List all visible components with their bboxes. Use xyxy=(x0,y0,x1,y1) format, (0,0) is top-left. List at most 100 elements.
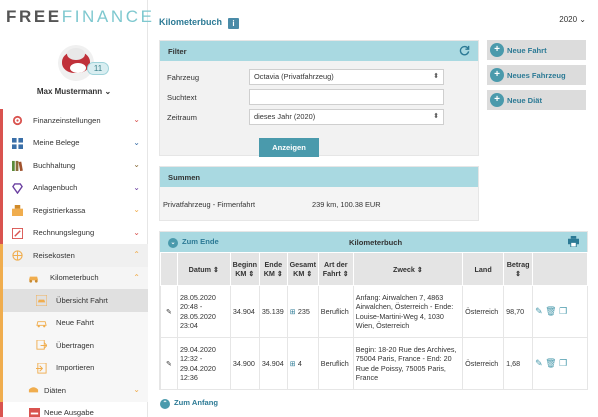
nav-uebertragen[interactable]: Übertragen xyxy=(0,334,148,357)
select-arrows-icon: ⬍ xyxy=(433,73,439,80)
car-list-icon xyxy=(36,295,47,306)
arrow-up-icon: ⌃ xyxy=(160,399,170,409)
zeitraum-select[interactable]: dieses Jahr (2020) ⬍ xyxy=(249,109,444,125)
import-icon xyxy=(36,362,47,374)
edit-icon[interactable]: ✎ xyxy=(160,285,178,338)
chevron-up-icon: ⌃ xyxy=(133,272,140,282)
col-land: Land xyxy=(462,252,505,286)
neues-fahrzeug-button[interactable]: + Neues Fahrzeug xyxy=(487,65,586,85)
kilometerbuch-header: ⌄ Zum Ende Kilometerbuch xyxy=(160,232,587,252)
nav-neue-ausgabe[interactable]: Neue Ausgabe xyxy=(0,401,148,417)
logo[interactable]: FREEFINANCE xyxy=(6,7,155,26)
pencil-icon xyxy=(12,227,23,239)
chevron-down-icon: ⌄ xyxy=(579,15,586,24)
nav-finanzeinstellungen[interactable]: Finanzeinstellungen ⌄ xyxy=(0,109,148,132)
nav-uebersicht-fahrt[interactable]: Übersicht Fahrt xyxy=(0,289,148,312)
main-content: Kilometerbuch i 2020 ⌄ Filter Fahrzeug Oc… xyxy=(148,0,598,417)
nav-meine-belege[interactable]: Meine Belege ⌄ xyxy=(0,131,148,154)
neue-diaet-button[interactable]: + Neue Diät xyxy=(487,90,586,110)
cell-zweck: Anfang: Airwalchen 7, 4863 Airwalchen, Ö… xyxy=(352,285,464,338)
kilometerbuch-table: Datum ⇕ Beginn KM ⇕ Ende KM ⇕ Gesamt KM … xyxy=(160,252,588,390)
select-arrows-icon: ⬍ xyxy=(433,113,439,120)
col-betrag[interactable]: Betrag ⇕ xyxy=(503,252,534,286)
nav-registrierkassa[interactable]: Registrierkassa ⌄ xyxy=(0,199,148,222)
cell-beginn: 34.900 xyxy=(229,337,260,390)
gear-icon xyxy=(12,115,23,126)
table-header-row: Datum ⇕ Beginn KM ⇕ Ende KM ⇕ Gesamt KM … xyxy=(160,252,588,286)
summen-label: Privatfahrzeug - Firmenfahrt xyxy=(163,200,256,209)
table-row: ✎ 28.05.2020 20:48 - 28.05.2020 23:04 34… xyxy=(160,285,588,338)
sidebar-nav: Finanzeinstellungen ⌄ Meine Belege ⌄ Buchh… xyxy=(0,109,148,417)
register-icon xyxy=(12,205,23,216)
suchtext-label: Suchtext xyxy=(167,93,197,102)
suchtext-input[interactable] xyxy=(249,89,444,105)
copy-icon[interactable]: ❐ xyxy=(559,357,568,368)
nav-reisekosten[interactable]: Reisekosten ⌃ xyxy=(0,244,148,267)
map-icon[interactable]: ⊞ xyxy=(289,358,296,368)
nav-neue-fahrt[interactable]: Neue Fahrt xyxy=(0,311,148,334)
zum-ende-link[interactable]: ⌄ Zum Ende xyxy=(168,237,219,248)
summen-value: 239 km, 100.38 EUR xyxy=(312,200,381,209)
col-datum[interactable]: Datum ⇕ xyxy=(176,252,231,286)
row-actions: ✎ 🗑 ❐ xyxy=(532,337,588,390)
cell-ende: 34.904 xyxy=(258,337,288,390)
col-zweck[interactable]: Zweck ⇕ xyxy=(352,252,464,286)
plus-icon: + xyxy=(490,43,504,57)
cell-art: Beruflich xyxy=(317,285,354,338)
chat-bubble-icon[interactable]: 11 xyxy=(87,62,109,75)
info-icon[interactable]: i xyxy=(228,18,240,29)
trash-icon[interactable]: 🗑 xyxy=(545,357,557,368)
cell-beginn: 34.904 xyxy=(229,285,260,338)
filter-header: Filter xyxy=(160,41,478,61)
col-art[interactable]: Art der Fahrt ⇕ xyxy=(317,252,354,286)
copy-icon[interactable]: ❐ xyxy=(559,305,568,316)
refresh-icon[interactable] xyxy=(459,45,470,56)
chevron-down-icon: ⌄ xyxy=(104,87,112,96)
cell-gesamt[interactable]: ⊞ 4 xyxy=(286,337,319,390)
table-row: ✎ 29.04.2020 12:32 - 29.04.2020 12:36 34… xyxy=(160,337,588,390)
cell-land: Österreich xyxy=(462,337,505,390)
cell-gesamt[interactable]: ⊞ 235 xyxy=(286,285,319,338)
summen-panel: Summen Privatfahrzeug - Firmenfahrt 239 … xyxy=(159,166,479,221)
nav-kilometerbuch[interactable]: Kilometerbuch ⌃ xyxy=(0,266,148,289)
col-gesamt[interactable]: Gesamt KM ⇕ xyxy=(286,252,319,286)
nav-importieren[interactable]: Importieren xyxy=(0,356,148,379)
car-plus-icon xyxy=(36,320,47,327)
cell-datum: 28.05.2020 20:48 - 28.05.2020 23:04 xyxy=(176,285,231,338)
print-icon[interactable] xyxy=(568,236,579,247)
cell-datum: 29.04.2020 12:32 - 29.04.2020 12:36 xyxy=(176,337,231,390)
nav-diaeten[interactable]: Diäten ⌄ xyxy=(0,379,148,402)
cell-land: Österreich xyxy=(462,285,505,338)
zum-anfang-link[interactable]: ⌃ Zum Anfang xyxy=(160,398,218,409)
kilometerbuch-title: Kilometerbuch xyxy=(349,237,403,247)
col-ende[interactable]: Ende KM ⇕ xyxy=(258,252,288,286)
edit-icon[interactable]: ✎ xyxy=(160,337,178,390)
car-icon xyxy=(28,276,39,283)
plus-icon: + xyxy=(490,93,504,107)
year-selector[interactable]: 2020 ⌄ xyxy=(559,15,586,24)
chevron-down-icon: ⌄ xyxy=(133,137,140,147)
summen-header: Summen xyxy=(160,167,478,187)
chevron-down-icon: ⌄ xyxy=(133,182,140,192)
map-icon[interactable]: ⊞ xyxy=(289,306,296,316)
grid-icon xyxy=(12,137,23,149)
chevron-down-icon: ⌄ xyxy=(133,227,140,237)
transfer-icon xyxy=(36,340,47,350)
nav-rechnungslegung[interactable]: Rechnungslegung ⌄ xyxy=(0,221,148,244)
col-beginn[interactable]: Beginn KM ⇕ xyxy=(229,252,260,286)
fahrzeug-select[interactable]: Octavia (Privatfahrzeug) ⬍ xyxy=(249,69,444,85)
edit-icon[interactable]: ✎ xyxy=(535,357,543,368)
diamond-icon xyxy=(12,182,23,194)
user-menu[interactable]: Max Mustermann ⌄ xyxy=(0,87,148,96)
sidebar: FREEFINANCE 11 Max Mustermann ⌄ Finanzei… xyxy=(0,0,152,417)
trash-icon[interactable]: 🗑 xyxy=(545,305,557,316)
nav-buchhaltung[interactable]: Buchhaltung ⌄ xyxy=(0,154,148,177)
food-icon xyxy=(28,387,39,393)
neue-fahrt-button[interactable]: + Neue Fahrt xyxy=(487,40,586,60)
edit-icon[interactable]: ✎ xyxy=(535,305,543,316)
anzeigen-button[interactable]: Anzeigen xyxy=(259,138,319,157)
arrow-down-icon: ⌄ xyxy=(168,237,178,248)
chevron-up-icon: ⌃ xyxy=(133,250,140,259)
minus-icon xyxy=(29,407,40,417)
nav-anlagenbuch[interactable]: Anlagenbuch ⌄ xyxy=(0,176,148,199)
